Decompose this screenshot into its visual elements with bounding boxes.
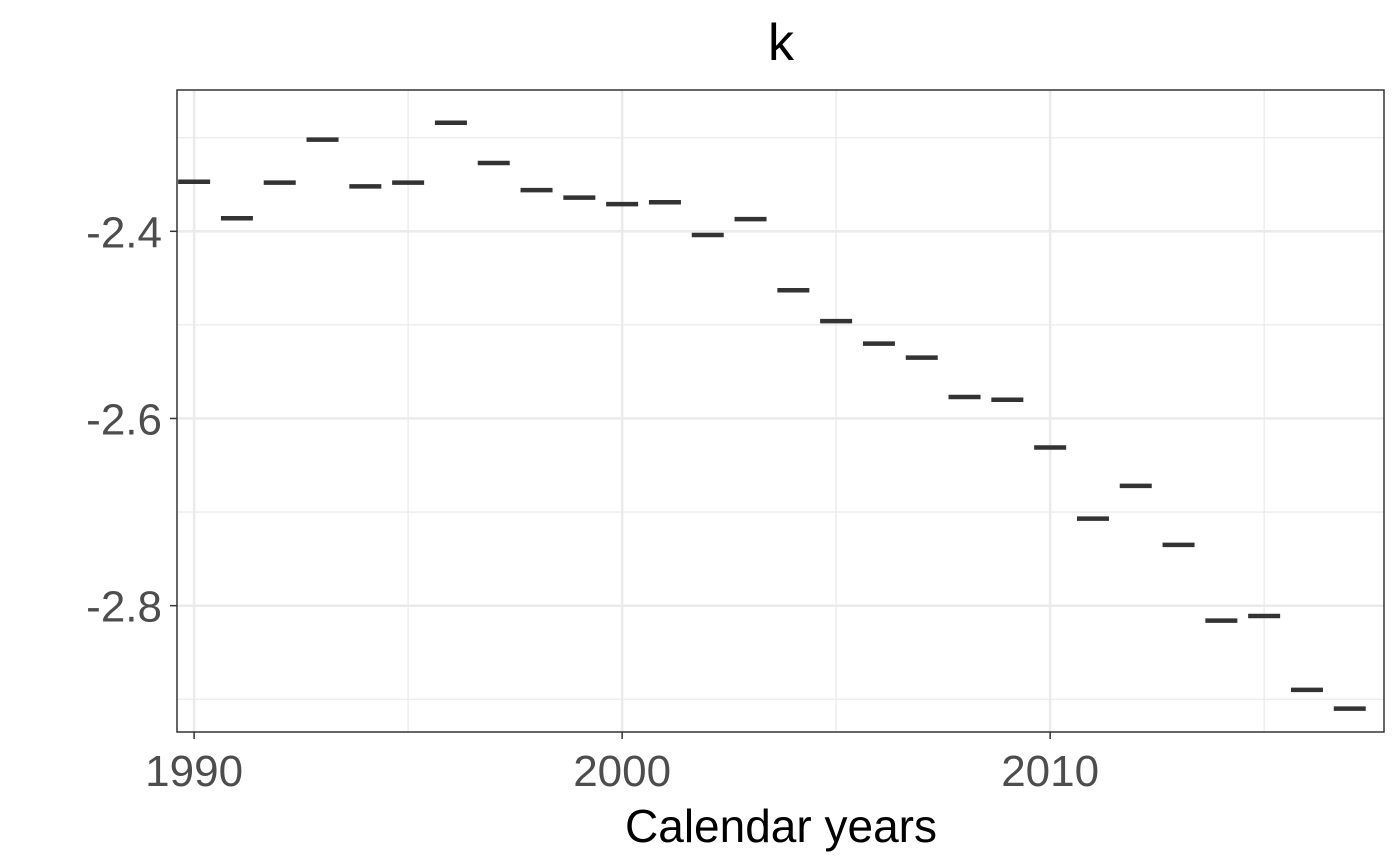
chart-title: k <box>768 14 795 72</box>
y-tick-label: -2.6 <box>86 395 162 444</box>
y-tick-label: -2.4 <box>86 208 162 257</box>
plot-panel-border <box>176 89 1385 733</box>
x-axis-title: Calendar years <box>625 800 937 852</box>
x-tick-label: 2010 <box>1001 747 1099 796</box>
y-tick-label: -2.8 <box>86 583 162 632</box>
axis-ticks: 1990 2000 2010 -2.4 -2.6 -2.8 <box>86 208 1099 796</box>
x-tick-label: 2000 <box>573 747 671 796</box>
x-tick-label: 1990 <box>145 747 243 796</box>
data-marks <box>178 120 1366 711</box>
grid-layer <box>177 90 1384 732</box>
